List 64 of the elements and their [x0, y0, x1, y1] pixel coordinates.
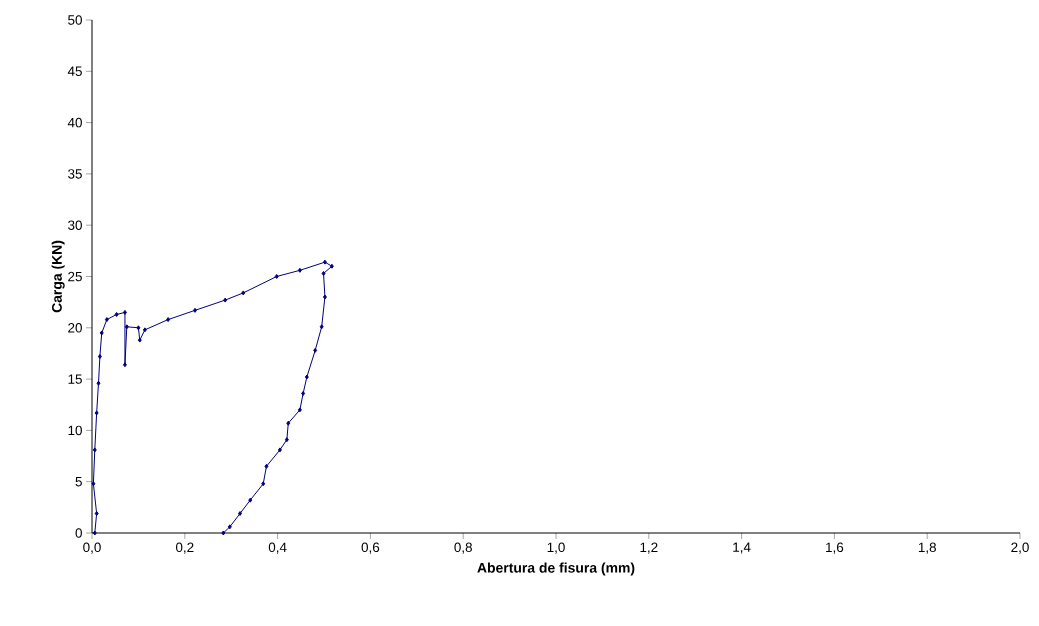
point [166, 317, 171, 323]
x-tick-label: 1,2 [640, 542, 658, 554]
x-axis-title: Abertura de fisura (mm) [477, 562, 635, 576]
point [248, 497, 253, 503]
point [91, 481, 96, 487]
point [193, 307, 197, 313]
point [92, 447, 97, 453]
point [227, 524, 232, 530]
point [124, 324, 129, 330]
point [114, 311, 119, 317]
point [104, 317, 109, 323]
point [122, 362, 127, 368]
y-tick-label: 45 [67, 66, 82, 76]
point [322, 259, 327, 265]
point [241, 290, 246, 296]
point [94, 410, 99, 416]
point [286, 420, 291, 426]
point [137, 337, 142, 343]
x-tick-label: 0,2 [175, 542, 194, 554]
point [94, 511, 99, 516]
y-tick-label: 50 [68, 15, 82, 25]
x-tick-label: 1,0 [547, 542, 565, 554]
y-tick-label: 20 [68, 323, 82, 333]
point [297, 267, 302, 273]
point [221, 530, 226, 536]
point [99, 330, 104, 336]
point [136, 325, 141, 331]
point [274, 274, 279, 279]
x-tick-label: 1,8 [918, 542, 936, 554]
x-tick-label: 0,6 [361, 542, 380, 554]
x-tick-label: 1,4 [733, 542, 751, 554]
y-tick-label: 15 [68, 374, 82, 384]
x-tick-label: 0,4 [268, 542, 287, 554]
point [301, 390, 306, 396]
point [329, 263, 334, 269]
point [223, 297, 228, 303]
point [238, 511, 243, 516]
y-tick-label: 5 [75, 477, 82, 487]
y-tick-label: 25 [68, 271, 82, 282]
point [264, 463, 269, 469]
point [304, 374, 309, 380]
point [97, 354, 102, 360]
y-tick-label: 0 [75, 528, 82, 538]
point [322, 294, 327, 300]
point [122, 309, 127, 315]
y-tick-label: 35 [68, 169, 82, 179]
point [92, 530, 97, 536]
point [261, 481, 266, 487]
y-tick-label: 30 [68, 220, 82, 230]
point [142, 327, 147, 333]
x-tick-label: 0,0 [83, 542, 101, 554]
point [321, 270, 326, 276]
point [313, 347, 318, 353]
x-tick-label: 0,8 [454, 542, 472, 554]
point [284, 437, 289, 443]
point [277, 447, 282, 453]
point [96, 380, 101, 386]
y-tick-label: 10 [68, 425, 82, 436]
point [319, 324, 324, 330]
x-tick-label: 1,6 [826, 542, 844, 554]
point [297, 407, 302, 413]
x-tick-label: 2,0 [1011, 542, 1029, 554]
y-tick-label: 40 [67, 117, 82, 128]
y-axis-title: Carga (KN) [51, 240, 65, 313]
